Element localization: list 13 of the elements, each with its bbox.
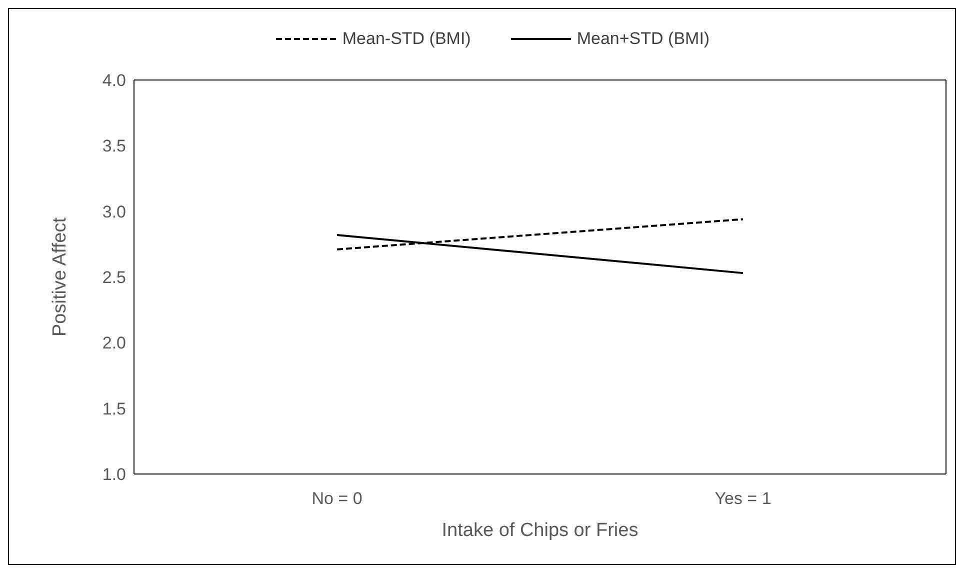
y-tick-label: 3.0 [102,202,126,222]
y-tick-label: 3.5 [102,136,126,156]
y-tick-label: 1.0 [102,465,126,484]
x-tick-label: No = 0 [312,489,362,508]
y-tick-label: 1.5 [102,399,126,418]
y-tick-label: 2.5 [102,268,126,288]
y-tick-label: 4.0 [102,71,126,90]
x-tick-label: Yes = 1 [714,489,772,508]
x-axis-title: Intake of Chips or Fries [442,520,638,541]
y-axis-title: Positive Affect [50,216,71,336]
y-tick-label: 2.0 [102,334,126,353]
legend-label: Mean+STD (BMI) [576,29,710,49]
legend-label: Mean-STD (BMI) [342,29,471,49]
